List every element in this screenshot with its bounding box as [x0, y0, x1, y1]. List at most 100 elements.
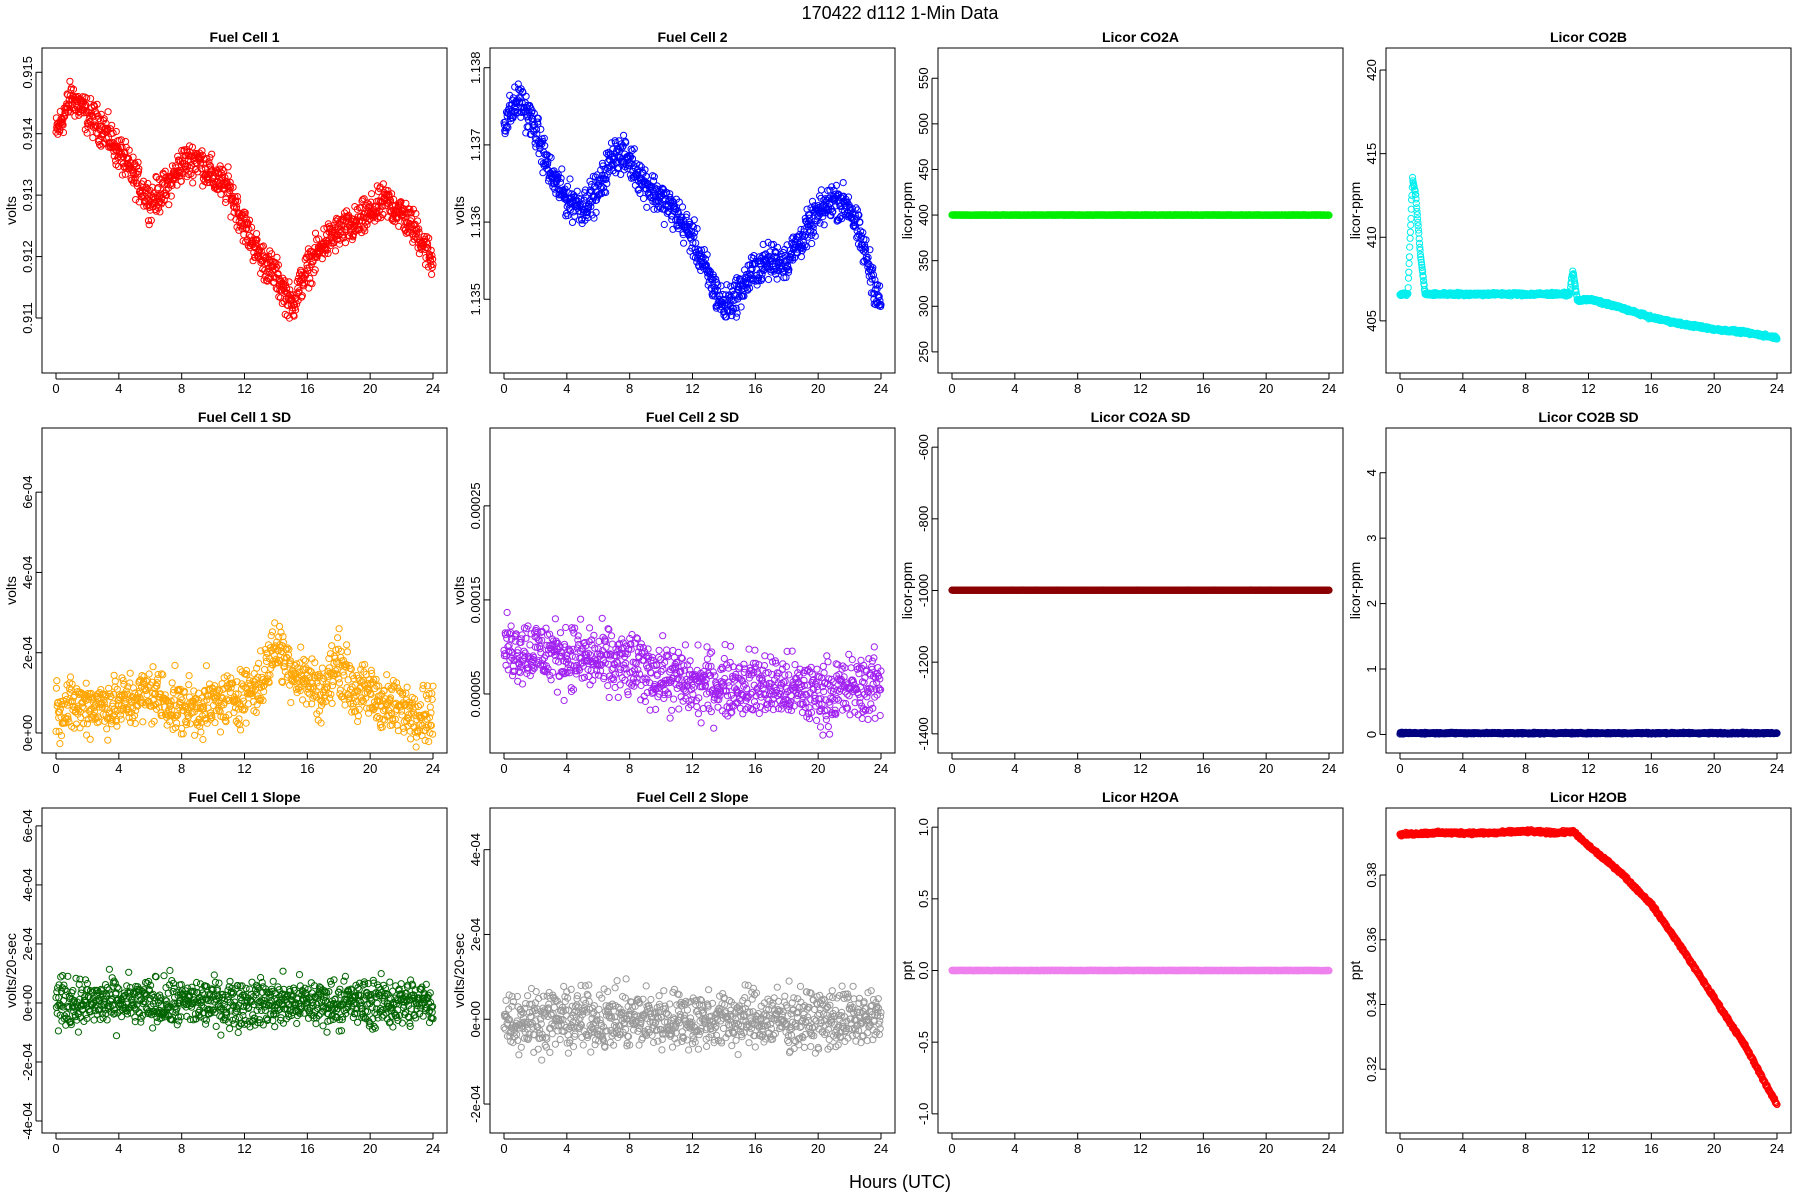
data-point — [68, 680, 76, 688]
data-point — [425, 234, 433, 242]
data-point — [730, 304, 738, 313]
data-point — [233, 193, 241, 201]
y-axis-label: licor-ppm — [899, 182, 915, 240]
x-tick-label: 0 — [948, 381, 955, 396]
data-point — [852, 204, 860, 212]
data-point — [90, 711, 98, 720]
panel-grid: Fuel Cell 10 4 8 12 16 20 240.9110.9120.9130.9… — [3, 29, 1792, 1156]
data-point — [85, 693, 93, 701]
data-point — [705, 266, 713, 274]
data-point — [1415, 235, 1423, 243]
data-point — [354, 221, 362, 229]
data-point — [415, 228, 423, 236]
data-point — [1413, 204, 1421, 212]
data-point — [839, 179, 847, 187]
y-tick-label: 415 — [1364, 143, 1379, 165]
data-point — [1417, 258, 1426, 266]
data-point — [344, 231, 352, 239]
y-tick-label: 0.913 — [20, 179, 35, 212]
data-point — [789, 256, 797, 264]
data-point — [167, 192, 175, 200]
y-tick-label: 0.915 — [20, 56, 35, 89]
data-point — [348, 236, 356, 244]
data-point — [746, 261, 754, 269]
data-point — [703, 251, 711, 259]
data-point — [660, 220, 668, 229]
y-tick-label: 420 — [1364, 59, 1379, 81]
data-point — [537, 125, 545, 133]
data-point — [1570, 271, 1578, 279]
data-point — [620, 131, 628, 139]
data-point — [573, 187, 581, 195]
data-point — [533, 130, 541, 138]
data-point — [187, 170, 195, 178]
data-point — [72, 720, 81, 728]
data-point — [125, 146, 133, 154]
data-point — [648, 186, 656, 194]
data-point — [82, 679, 90, 687]
chart-panel: Fuel Cell 1 SD0 4 8 12 16 20 240e+002e-044e-04… — [3, 409, 448, 776]
data-point — [618, 144, 626, 152]
data-point — [1411, 187, 1419, 195]
data-point — [80, 704, 88, 712]
data-points — [52, 619, 437, 751]
data-point — [121, 170, 129, 178]
data-point — [168, 181, 176, 189]
data-point — [723, 281, 731, 289]
data-point — [699, 253, 707, 261]
data-point — [620, 166, 628, 174]
data-point — [1569, 267, 1577, 275]
data-point — [688, 231, 696, 239]
data-point — [274, 270, 282, 278]
panel-title: Fuel Cell 2 — [657, 29, 727, 45]
data-point — [139, 177, 148, 185]
data-point — [78, 703, 86, 711]
data-point — [741, 266, 749, 274]
data-point — [175, 168, 183, 176]
data-point — [594, 191, 602, 199]
data-point — [104, 108, 112, 116]
data-point — [550, 167, 558, 175]
data-point — [144, 217, 153, 225]
data-point — [385, 193, 393, 201]
data-point — [198, 165, 206, 173]
data-point — [1419, 268, 1427, 276]
data-point — [1408, 196, 1416, 204]
data-point — [502, 127, 510, 135]
data-point — [218, 173, 226, 181]
data-point — [558, 165, 566, 173]
data-point — [1416, 246, 1424, 254]
data-point — [349, 231, 357, 239]
data-point — [672, 206, 680, 214]
data-point — [112, 127, 120, 136]
data-point — [205, 161, 213, 169]
data-point — [869, 271, 878, 279]
data-point — [308, 280, 316, 288]
data-point — [838, 215, 846, 223]
data-point — [83, 94, 91, 102]
data-point — [360, 223, 369, 231]
data-point — [820, 221, 828, 229]
data-point — [359, 196, 367, 204]
data-point — [778, 252, 786, 260]
data-point — [143, 195, 151, 203]
data-point — [1415, 239, 1424, 247]
data-point — [334, 223, 342, 231]
x-tick-label: 8 — [1074, 381, 1081, 396]
data-point — [1773, 335, 1781, 343]
data-point — [429, 260, 437, 269]
data-point — [732, 304, 740, 312]
data-point — [771, 265, 779, 273]
data-point — [1406, 234, 1414, 242]
data-point — [205, 158, 213, 166]
x-tick-label: 24 — [1322, 381, 1336, 396]
x-tick-label: 24 — [426, 381, 440, 396]
data-point — [188, 143, 196, 151]
data-point — [597, 166, 605, 174]
data-point — [108, 121, 116, 129]
data-point — [89, 134, 97, 142]
x-tick-label: 0 — [52, 381, 59, 396]
data-point — [808, 197, 817, 205]
